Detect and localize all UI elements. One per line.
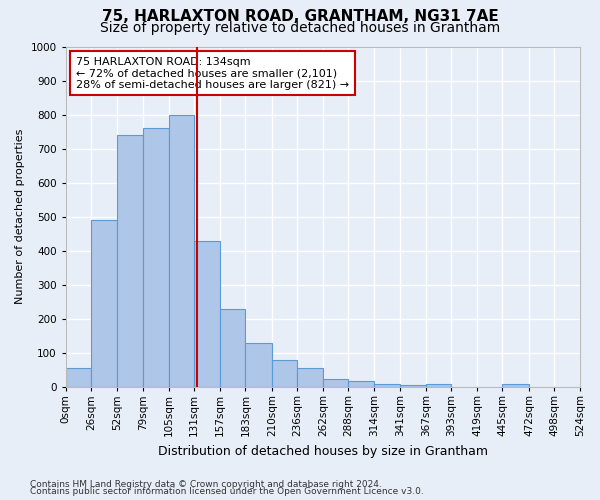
Bar — [400, 386, 426, 387]
Text: Size of property relative to detached houses in Grantham: Size of property relative to detached ho… — [100, 21, 500, 35]
Bar — [374, 384, 400, 387]
Bar — [169, 114, 194, 387]
Bar — [91, 220, 117, 387]
Bar — [143, 128, 169, 387]
X-axis label: Distribution of detached houses by size in Grantham: Distribution of detached houses by size … — [158, 444, 488, 458]
Bar — [194, 240, 220, 387]
Text: Contains HM Land Registry data © Crown copyright and database right 2024.: Contains HM Land Registry data © Crown c… — [30, 480, 382, 489]
Bar — [272, 360, 298, 387]
Text: 75 HARLAXTON ROAD: 134sqm
← 72% of detached houses are smaller (2,101)
28% of se: 75 HARLAXTON ROAD: 134sqm ← 72% of detac… — [76, 56, 349, 90]
Bar — [117, 135, 143, 387]
Bar — [502, 384, 529, 387]
Bar — [220, 309, 245, 387]
Y-axis label: Number of detached properties: Number of detached properties — [15, 129, 25, 304]
Bar — [298, 368, 323, 387]
Text: 75, HARLAXTON ROAD, GRANTHAM, NG31 7AE: 75, HARLAXTON ROAD, GRANTHAM, NG31 7AE — [101, 9, 499, 24]
Bar — [245, 343, 272, 387]
Bar — [426, 384, 451, 387]
Text: Contains public sector information licensed under the Open Government Licence v3: Contains public sector information licen… — [30, 488, 424, 496]
Bar — [323, 378, 349, 387]
Bar — [349, 381, 374, 387]
Bar — [66, 368, 91, 387]
